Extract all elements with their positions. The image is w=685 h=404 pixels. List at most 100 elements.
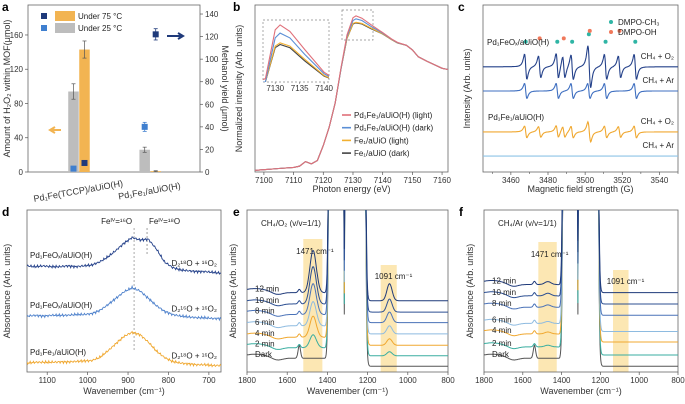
spectrum-line — [483, 45, 678, 88]
inset-x-tick-label: 7140 — [315, 84, 333, 93]
y2-tick-label: 100 — [205, 55, 219, 64]
x-tick-label: 1800 — [475, 376, 493, 385]
condition-label: D₂¹⁶O + ¹⁶O₂ — [172, 305, 217, 314]
panel-letter-f: f — [459, 205, 464, 219]
x-tick-label: 7100 — [255, 176, 273, 185]
y-tick-label: 120 — [10, 65, 24, 74]
spectrum-line — [484, 210, 678, 316]
sample-label: Pd₁Fe₁/aUiO(H) — [488, 113, 544, 122]
spectrum-line — [247, 210, 448, 367]
legend-swatch — [55, 23, 75, 33]
x-axis-label: Photon energy (eV) — [312, 184, 390, 194]
y-axis-label: Absorbance (Arb. units) — [2, 244, 12, 339]
y2-tick-label: 0 — [205, 168, 210, 177]
legend-swatch — [55, 11, 75, 21]
series-group — [483, 45, 678, 157]
dmpo-ch3-marker — [523, 39, 528, 44]
x-tick-label: 7160 — [433, 176, 451, 185]
legend-marker — [609, 30, 613, 34]
condition-label: CH₄ + O₂ — [641, 52, 674, 61]
time-label: 12 min — [255, 285, 279, 294]
y-tick-label: 160 — [10, 31, 24, 40]
spectrum-line — [247, 210, 448, 335]
dmpo-oh-marker — [587, 28, 592, 33]
time-label: 4 min — [492, 326, 512, 335]
x-tick-label: 7140 — [374, 176, 392, 185]
x-tick-label: 1000 — [79, 376, 97, 385]
panel-b: 7100 7110 7120 7130 7140 7150 7160 Photon energ… — [234, 4, 452, 194]
peak-label: 1471 cm⁻¹ — [296, 247, 334, 256]
panel-e: 1800 1600 1400 1200 1000 800 Wavenember (cm⁻¹)… — [228, 209, 455, 396]
legend-label: DMPO-CH₃ — [618, 18, 659, 27]
peak-label: 1091 cm⁻¹ — [375, 272, 413, 281]
arrow-left-icon — [48, 126, 61, 134]
dmpo-ch3-marker — [633, 39, 638, 44]
inset-series-line — [263, 24, 329, 81]
peak-annotation: Feᴵⱽ=¹⁶O — [101, 217, 132, 226]
dmpo-ch3-marker — [570, 39, 575, 44]
time-label: Dark — [492, 350, 510, 359]
zoom-region-box — [341, 9, 374, 41]
series-group — [247, 210, 448, 367]
spectrum-line — [247, 210, 448, 357]
inset-x-tick-label: 7135 — [291, 84, 309, 93]
panel-title: CH₄/Ar (v/v=1/1) — [498, 219, 557, 228]
y-tick-label: 80 — [14, 99, 23, 108]
inset-series-group — [263, 24, 329, 82]
condition-label: D₂¹⁸O + ¹⁶O₂ — [171, 259, 217, 268]
spectrum-line — [27, 330, 221, 368]
series-group — [27, 236, 221, 368]
spectrum-line — [484, 210, 678, 332]
plot-frame — [483, 209, 679, 373]
x-tick-label: 900 — [121, 376, 135, 385]
data-point — [141, 123, 148, 130]
dmpo-ch3-marker — [603, 39, 608, 44]
panel-letter-d: d — [2, 205, 9, 219]
highlight-band — [303, 239, 323, 372]
category-label: Pd₁Fe(TCCP)/aUiO(H) — [33, 178, 124, 204]
x-tick-label: 3540 — [651, 176, 669, 185]
peak-label: 1471 cm⁻¹ — [531, 250, 569, 259]
x-tick-label: 800 — [671, 376, 685, 385]
x-tick-label: 1000 — [630, 376, 648, 385]
panel-c: 3460 3480 3500 3520 3540 Magnetic field stren… — [462, 4, 679, 194]
x-tick-label: 1600 — [278, 376, 296, 385]
legend-label: Under 25 °C — [78, 24, 122, 33]
legend-marker — [41, 25, 47, 31]
time-label: 2 min — [255, 340, 275, 349]
x-tick-label: 700 — [202, 376, 216, 385]
spectrum-line — [247, 210, 448, 324]
time-label: 6 min — [492, 315, 512, 324]
x-axis-label: Magnetic field strength (G) — [527, 184, 633, 194]
x-tick-label: 1000 — [399, 376, 417, 385]
time-label: 8 min — [492, 299, 512, 308]
spectrum-line — [483, 120, 678, 144]
dmpo-oh-marker — [617, 28, 622, 33]
peak-label: 1091 cm⁻¹ — [607, 277, 645, 286]
data-point — [70, 165, 77, 172]
time-label: 12 min — [492, 277, 516, 286]
legend-label: Pd₁Fe₁/aUiO(H) (dark) — [354, 124, 434, 133]
time-label: 8 min — [255, 306, 275, 315]
spectrum-line — [484, 210, 678, 294]
time-label: 2 min — [492, 339, 512, 348]
plot-frame — [482, 4, 679, 173]
x-tick-label: 1400 — [319, 376, 337, 385]
y2-tick-label: 60 — [205, 100, 214, 109]
spectrum-line — [247, 210, 448, 313]
x-tick-label: 7130 — [344, 176, 362, 185]
panel-d: 1100 1000 900 800 700 Wavenember (cm⁻¹) Absorb… — [2, 209, 222, 396]
time-label: 4 min — [255, 329, 275, 338]
spectrum-line — [247, 210, 448, 346]
plot-frame — [254, 4, 449, 173]
sample-label: Pd₁Fe₁/aUiO(H) — [30, 348, 86, 357]
sample-label: Pd₁FeOₓ/aUiO(H) — [30, 301, 93, 310]
panel-f: 1800 1600 1400 1200 1000 800 Wavenember (cm⁻¹)… — [465, 209, 685, 396]
highlight-band — [613, 270, 629, 372]
legend-marker — [41, 13, 47, 19]
sample-label: Pd₁FeOₓ/aUiO(H) — [30, 251, 93, 260]
legend-label: Fe₁/aUiO (dark) — [354, 149, 410, 158]
x-tick-label: 7150 — [403, 176, 421, 185]
y-axis-label: Intensity (Arb. units) — [462, 48, 472, 128]
y2-tick-label: 80 — [205, 78, 214, 87]
